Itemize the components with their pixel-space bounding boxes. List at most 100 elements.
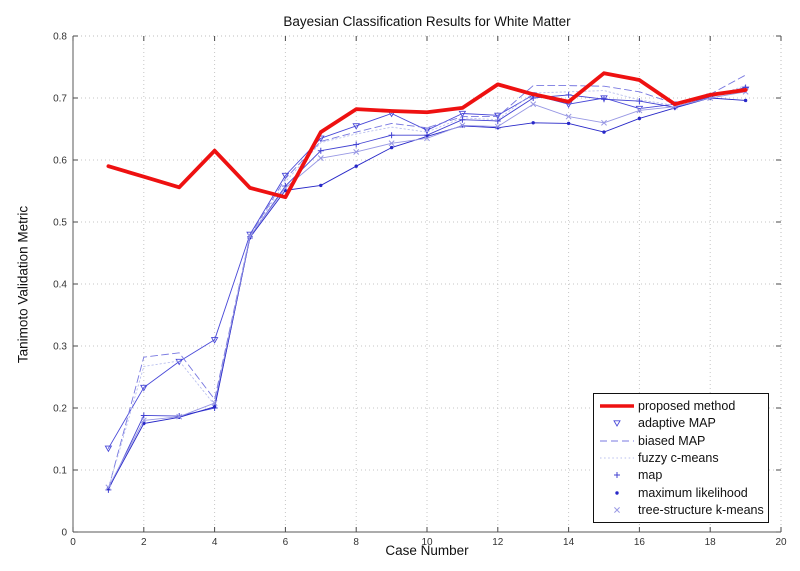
y-tick-label: 0	[61, 528, 67, 539]
marker-plus	[614, 472, 620, 479]
marker-dot	[637, 116, 642, 121]
legend-box: proposed method adaptive MAP biased MAP …	[593, 393, 769, 523]
marker-plus	[601, 96, 607, 103]
legend-entry-tree-structure-k-means: tree-structure k-means	[596, 502, 766, 518]
legend-sample-dotted-line-icon	[600, 457, 634, 459]
legend-entry-proposed-method: proposed method	[596, 398, 766, 414]
marker-x	[614, 507, 620, 514]
marker-x	[424, 135, 430, 142]
marker-triangle-down	[104, 445, 113, 453]
legend-sample-dashed-line-icon	[600, 439, 634, 442]
series-line	[106, 71, 748, 200]
marker-x	[317, 155, 324, 162]
legend-label: biased MAP	[638, 433, 706, 448]
x-tick-label: 12	[492, 537, 504, 548]
y-tick-label: 0.7	[53, 94, 67, 105]
marker-dot	[743, 98, 748, 103]
marker-plus	[636, 98, 643, 105]
marker-plus	[353, 141, 360, 148]
marker-triangle-down	[281, 172, 290, 180]
x-tick-label: 0	[70, 537, 76, 548]
marker-triangle-down	[352, 123, 360, 130]
marker-dot	[212, 405, 217, 409]
marker-plus	[565, 91, 572, 98]
x-tick-label: 4	[212, 537, 218, 548]
marker-dot	[389, 145, 394, 150]
marker-dot	[615, 491, 619, 495]
legend-entry-adaptive-map: adaptive MAP	[596, 415, 766, 431]
marker-plus	[388, 132, 395, 139]
marker-dot	[566, 121, 571, 126]
series-biased-map	[107, 74, 747, 490]
marker-plus	[494, 117, 501, 124]
marker-dot	[602, 130, 606, 134]
marker-plus	[317, 147, 324, 154]
marker-triangle-down	[210, 337, 219, 344]
legend-entry-biased-map: biased MAP	[596, 433, 766, 449]
marker-triangle-down	[458, 110, 467, 118]
marker-dot	[319, 183, 323, 188]
chart-title: Bayesian Classification Results for Whit…	[283, 14, 571, 29]
marker-x	[176, 413, 183, 420]
x-tick-label: 16	[634, 537, 646, 548]
marker-triangle-down	[175, 358, 183, 366]
legend-label: tree-structure k-means	[638, 503, 764, 518]
marker-x	[494, 123, 501, 130]
y-tick-label: 0.3	[53, 342, 67, 353]
marker-plus	[140, 412, 147, 419]
marker-x	[140, 417, 147, 424]
marker-x	[282, 184, 289, 191]
marker-x	[211, 400, 218, 406]
marker-dot	[531, 121, 535, 125]
marker-x	[105, 484, 112, 491]
marker-triangle-down	[423, 127, 431, 135]
legend-sample-plus-icon	[614, 472, 620, 479]
legend-sample-line-icon	[600, 403, 634, 408]
legend-sample-dot-icon	[615, 491, 619, 495]
marker-x	[636, 107, 643, 114]
marker-dot	[354, 164, 358, 168]
marker-triangle-down	[613, 420, 621, 428]
marker-plus	[459, 116, 466, 123]
marker-x	[601, 119, 607, 126]
series-line	[107, 74, 747, 490]
y-tick-label: 0.2	[53, 404, 67, 415]
marker-x	[565, 113, 572, 120]
y-tick-label: 0.8	[53, 32, 67, 43]
marker-x	[459, 122, 466, 129]
marker-x	[530, 101, 537, 108]
legend-sample-triangle-icon	[613, 420, 621, 428]
series-tree-structure-k-means	[105, 88, 749, 491]
legend-sample-x-icon	[614, 507, 620, 514]
series-proposed-method	[106, 71, 748, 200]
legend-label: maximum likelihood	[638, 485, 748, 500]
x-axis-label: Case Number	[385, 543, 469, 558]
legend-label: adaptive MAP	[638, 416, 716, 431]
legend-label: map	[638, 468, 663, 483]
marker-x	[247, 233, 253, 240]
y-tick-label: 0.5	[53, 218, 67, 229]
x-tick-label: 14	[563, 537, 575, 548]
marker-triangle-down	[600, 95, 608, 102]
legend-entry-map: map	[596, 467, 766, 483]
legend-label: proposed method	[638, 398, 736, 413]
x-tick-label: 18	[705, 537, 717, 548]
x-tick-label: 6	[283, 537, 289, 548]
x-tick-label: 10	[421, 537, 433, 548]
y-tick-label: 0.6	[53, 156, 67, 167]
legend-label: fuzzy c-means	[638, 450, 719, 465]
marker-x	[388, 140, 395, 147]
x-tick-label: 8	[353, 537, 359, 548]
y-tick-label: 0.1	[53, 466, 67, 477]
x-tick-label: 20	[775, 537, 787, 548]
legend-entry-maximum-likelihood: maximum likelihood	[596, 485, 766, 501]
marker-x	[353, 148, 360, 155]
y-tick-label: 0.4	[53, 280, 67, 291]
x-tick-label: 2	[141, 537, 147, 548]
legend-entry-fuzzy-c-means: fuzzy c-means	[596, 450, 766, 466]
y-axis-label: Tanimoto Validation Metric	[15, 205, 31, 364]
marker-triangle-down	[140, 384, 148, 392]
series-line	[107, 88, 747, 449]
